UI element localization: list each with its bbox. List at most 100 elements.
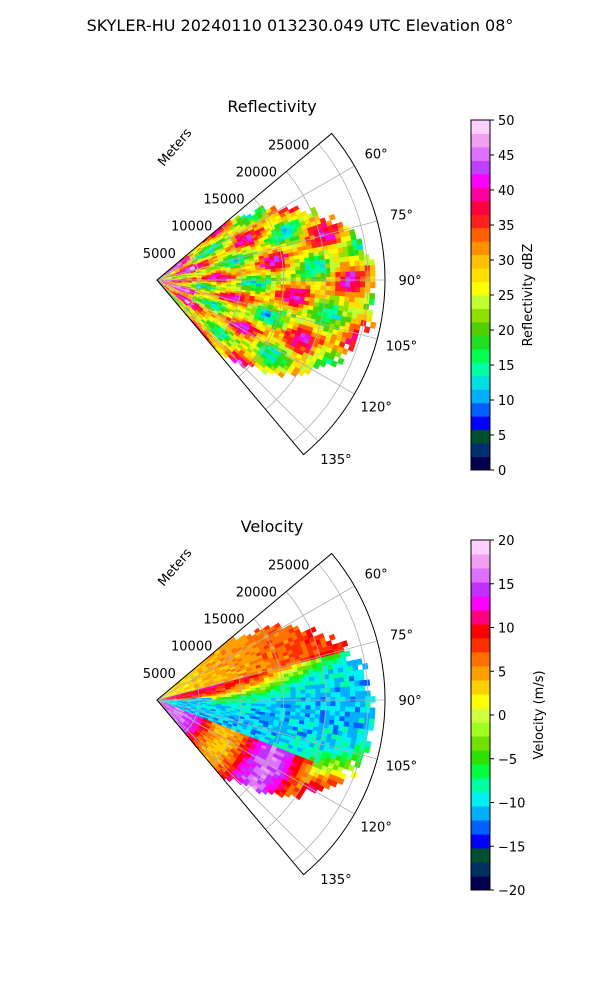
radar-gate xyxy=(321,660,328,667)
radar-gate xyxy=(193,724,199,729)
radar-gate xyxy=(222,352,229,359)
radar-gate xyxy=(230,248,237,253)
radar-gate xyxy=(294,715,301,721)
radar-gate xyxy=(166,701,173,703)
radar-gate xyxy=(206,697,212,700)
radar-gate xyxy=(219,647,225,653)
radar-gate xyxy=(345,316,353,324)
radar-gate xyxy=(329,678,336,684)
radar-gate xyxy=(292,726,299,732)
radar-gate xyxy=(231,704,237,708)
radar-gate xyxy=(188,714,194,718)
radar-gate xyxy=(245,690,252,695)
radar-gate xyxy=(184,711,190,715)
radar-gate xyxy=(264,683,271,687)
radar-gate xyxy=(234,295,241,299)
radar-gate xyxy=(300,285,307,290)
radar-gate xyxy=(176,301,181,307)
radar-gate xyxy=(206,276,212,278)
radar-gate xyxy=(236,319,243,324)
radar-gate xyxy=(197,678,203,683)
radar-gate xyxy=(171,292,177,297)
radar-gate xyxy=(290,660,297,666)
radar-gate xyxy=(369,321,377,329)
radar-gate xyxy=(299,237,307,244)
radar-gate xyxy=(334,652,342,660)
radar-gate xyxy=(314,289,321,295)
radar-gate xyxy=(228,299,234,304)
radar-gate xyxy=(233,222,240,228)
radar-gate xyxy=(211,274,217,277)
radar-gate xyxy=(356,238,363,246)
radar-gate xyxy=(305,697,312,702)
radar-gate xyxy=(166,283,172,286)
radar-gate xyxy=(335,755,343,762)
radar-gate xyxy=(226,276,232,279)
radar-gate xyxy=(186,284,192,286)
radar-gate xyxy=(236,304,243,309)
radar-gate xyxy=(263,674,270,679)
radar-gate xyxy=(260,266,267,271)
azimuth-tick-label: 120° xyxy=(361,821,392,836)
radar-gate xyxy=(227,734,234,740)
radar-gate xyxy=(353,249,360,257)
radar-gate xyxy=(301,732,308,738)
radar-gate xyxy=(250,685,256,689)
radar-gate xyxy=(247,748,255,754)
radar-gate xyxy=(276,217,284,224)
radar-gate xyxy=(175,286,181,289)
radar-gate xyxy=(284,263,291,268)
radar-gate xyxy=(353,669,360,677)
radar-gate xyxy=(261,700,267,705)
radar-gate xyxy=(235,704,242,708)
radar-gate xyxy=(257,749,265,756)
radar-gate xyxy=(315,688,321,694)
radar-gate xyxy=(240,214,247,220)
radar-gate xyxy=(211,694,217,697)
radar-gate xyxy=(214,766,220,773)
radar-gate xyxy=(256,280,262,284)
radar-gate xyxy=(251,340,259,347)
radar-gate xyxy=(250,708,257,712)
radar-gate xyxy=(289,263,296,268)
radar-gate xyxy=(212,720,218,724)
radar-gate xyxy=(240,339,247,346)
radar-gate xyxy=(241,249,248,254)
radar-gate xyxy=(178,265,185,270)
radar-gate xyxy=(242,723,249,728)
radar-gate xyxy=(292,667,299,673)
radar-gate xyxy=(325,317,332,324)
radar-gate xyxy=(180,689,186,692)
radar-gate xyxy=(236,702,242,706)
radar-gate xyxy=(249,325,256,331)
radar-gate xyxy=(335,691,341,698)
radar-gate xyxy=(178,685,185,690)
radar-gate xyxy=(248,240,256,246)
radar-gate xyxy=(320,688,326,694)
radar-gate xyxy=(174,688,180,692)
radar-gate xyxy=(345,736,353,744)
radar-gate xyxy=(270,706,277,711)
radar-gate xyxy=(234,741,241,747)
radar-gate xyxy=(170,294,175,299)
radar-gate xyxy=(211,272,217,275)
radar-gate xyxy=(276,637,284,644)
radar-gate xyxy=(224,681,230,685)
radar-gate xyxy=(199,711,206,715)
radar-gate xyxy=(221,703,227,707)
radar-gate xyxy=(161,697,168,700)
radar-gate xyxy=(161,273,166,278)
colorbar-segment xyxy=(471,281,490,296)
radar-gate xyxy=(231,756,238,762)
radar-gate xyxy=(215,708,222,711)
radar-gate xyxy=(360,276,366,283)
radar-gate xyxy=(198,314,204,320)
radar-gate xyxy=(300,265,306,271)
radar-gate xyxy=(196,743,202,749)
radar-gate xyxy=(188,293,194,297)
radar-gate xyxy=(339,261,346,268)
radar-gate xyxy=(334,257,341,264)
radar-gate xyxy=(285,687,291,692)
radar-gate xyxy=(170,285,177,288)
radar-gate xyxy=(184,687,191,691)
